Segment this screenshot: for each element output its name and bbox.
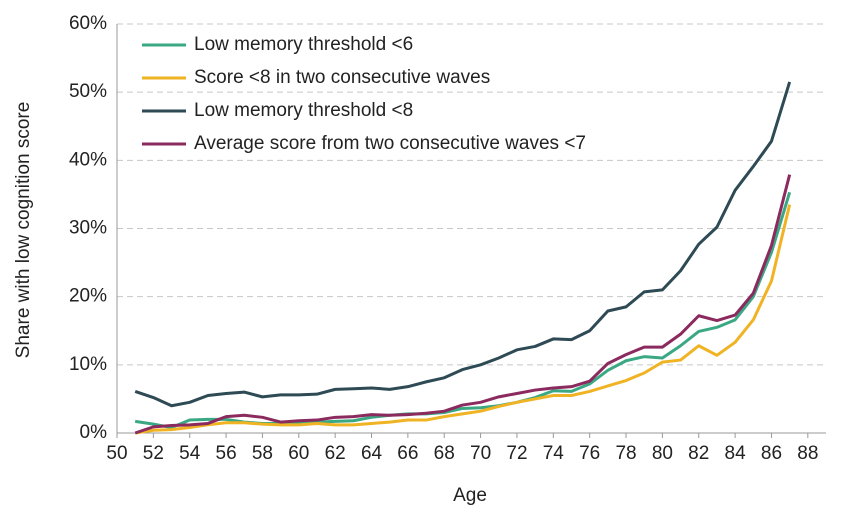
legend-label: Average score from two consecutive waves… <box>194 133 586 154</box>
data-line <box>134 204 792 435</box>
data-line <box>134 174 792 435</box>
x-tick-label: 52 <box>143 443 164 464</box>
data-line <box>134 81 792 408</box>
x-tick-label: 72 <box>506 443 527 464</box>
legend-label: Score <8 in two consecutive waves <box>194 67 490 88</box>
y-tick-label: 50% <box>69 81 107 102</box>
x-tick-label: 56 <box>216 443 237 464</box>
x-tick-label: 50 <box>106 443 127 464</box>
y-tick-label: 60% <box>69 13 107 34</box>
x-tick-label: 66 <box>397 443 418 464</box>
x-tick-label: 64 <box>361 443 383 464</box>
x-tick-label: 88 <box>797 443 818 464</box>
x-tick-label: 80 <box>652 443 673 464</box>
x-tick-label: 60 <box>288 443 309 464</box>
y-tick-label: 40% <box>69 149 107 170</box>
legend-label: Low memory threshold <6 <box>194 34 413 55</box>
x-tick-label: 74 <box>543 443 565 464</box>
x-tick-label: 70 <box>470 443 491 464</box>
x-tick-label: 86 <box>761 443 782 464</box>
y-axis-label: Share with low cognition score <box>13 102 34 359</box>
y-tick-label: 10% <box>69 354 107 375</box>
x-tick-label: 68 <box>434 443 455 464</box>
x-tick-label: 84 <box>725 443 747 464</box>
legend-label: Low memory threshold <8 <box>194 100 413 121</box>
x-tick-label: 58 <box>252 443 273 464</box>
x-tick-label: 78 <box>615 443 636 464</box>
y-tick-label: 30% <box>69 218 107 239</box>
y-tick-label: 0% <box>80 422 108 443</box>
x-tick-label: 82 <box>688 443 709 464</box>
x-tick-label: 62 <box>325 443 346 464</box>
x-tick-label: 76 <box>579 443 600 464</box>
x-axis-label: Age <box>453 485 487 506</box>
x-tick-label: 54 <box>179 443 201 464</box>
y-tick-label: 20% <box>69 286 107 307</box>
